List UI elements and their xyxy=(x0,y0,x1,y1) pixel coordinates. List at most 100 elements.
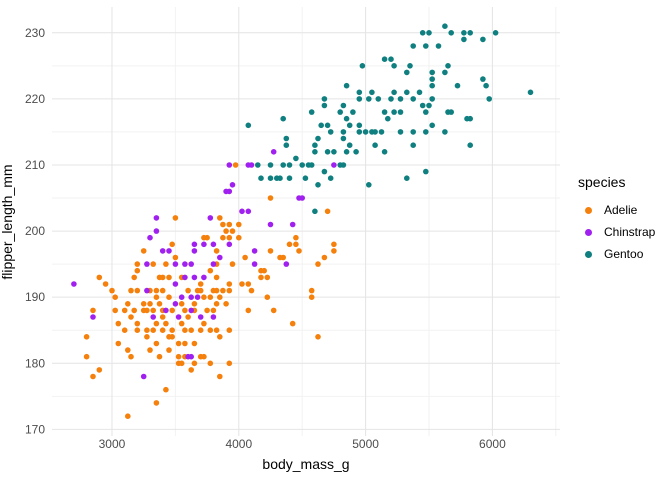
data-point xyxy=(213,301,220,307)
data-point xyxy=(159,314,166,320)
data-point xyxy=(217,215,223,221)
legend-label-adelie: Adelie xyxy=(604,203,638,217)
data-point xyxy=(404,175,410,181)
data-point xyxy=(125,413,131,420)
data-point xyxy=(381,109,388,115)
data-point xyxy=(331,149,337,155)
data-point xyxy=(331,162,337,168)
data-point xyxy=(397,109,404,115)
data-point xyxy=(223,301,229,307)
data-point xyxy=(172,215,179,221)
data-point xyxy=(121,327,128,334)
data-point xyxy=(207,327,214,334)
data-point xyxy=(350,109,356,115)
data-point xyxy=(153,320,160,327)
data-point xyxy=(204,307,210,314)
data-point xyxy=(423,168,429,175)
data-point xyxy=(115,340,122,347)
data-point xyxy=(226,360,233,367)
data-point xyxy=(226,287,233,294)
data-point xyxy=(150,307,156,314)
data-point xyxy=(286,175,293,181)
data-point xyxy=(442,129,448,135)
data-point xyxy=(293,241,299,248)
data-point xyxy=(327,129,334,135)
data-point xyxy=(286,162,293,168)
data-point xyxy=(239,208,245,215)
data-point xyxy=(327,175,334,181)
data-point xyxy=(166,248,172,254)
data-point xyxy=(410,142,417,148)
data-point xyxy=(226,221,233,228)
data-point xyxy=(239,281,245,287)
data-point xyxy=(191,274,198,281)
data-point xyxy=(191,340,198,347)
data-point xyxy=(378,129,385,135)
data-point xyxy=(280,115,287,122)
data-point xyxy=(147,301,153,307)
data-point xyxy=(321,254,328,261)
data-point xyxy=(293,155,299,162)
data-point xyxy=(159,248,166,254)
data-point xyxy=(366,96,372,102)
data-point xyxy=(134,267,141,274)
data-point xyxy=(356,89,363,96)
data-point xyxy=(397,129,404,135)
data-point xyxy=(410,129,417,135)
data-point xyxy=(201,294,207,301)
data-point xyxy=(315,182,321,188)
data-point xyxy=(163,320,169,327)
data-point xyxy=(175,353,182,360)
data-point xyxy=(340,129,347,135)
legend-entry-chinstrap: Chinstrap xyxy=(576,221,655,243)
data-point xyxy=(223,188,229,195)
data-point xyxy=(172,254,179,261)
data-point xyxy=(134,287,141,294)
data-point xyxy=(83,334,90,340)
data-point xyxy=(286,241,293,248)
data-point xyxy=(461,36,467,43)
data-point xyxy=(134,320,141,327)
data-point xyxy=(442,69,448,76)
data-point xyxy=(153,228,160,234)
data-point xyxy=(407,63,413,69)
data-point xyxy=(217,373,223,380)
data-point xyxy=(480,76,486,82)
data-point xyxy=(264,274,271,281)
data-point xyxy=(178,301,185,307)
data-point xyxy=(435,43,442,49)
data-point xyxy=(172,281,179,287)
data-point xyxy=(245,307,252,314)
x-axis-title: body_mass_g xyxy=(262,456,350,472)
data-point xyxy=(197,281,204,287)
data-point xyxy=(159,274,166,281)
data-point xyxy=(236,234,242,241)
data-point xyxy=(283,261,290,267)
data-point xyxy=(331,241,337,248)
data-point xyxy=(144,287,150,294)
data-point xyxy=(188,261,194,267)
data-point xyxy=(153,400,160,406)
data-point xyxy=(280,254,287,261)
data-point xyxy=(423,129,429,135)
data-point xyxy=(191,301,198,307)
data-point xyxy=(156,353,163,360)
data-point xyxy=(372,142,378,148)
data-point xyxy=(312,142,318,148)
data-point xyxy=(375,96,382,102)
data-point xyxy=(397,96,404,102)
data-point xyxy=(318,122,325,129)
data-point xyxy=(419,102,426,109)
data-point xyxy=(144,327,150,334)
data-point xyxy=(178,320,185,327)
data-point xyxy=(166,294,172,301)
data-point xyxy=(188,367,194,373)
data-point xyxy=(178,294,185,301)
data-point xyxy=(188,353,194,360)
data-point xyxy=(163,386,169,393)
data-point xyxy=(147,234,153,241)
data-point xyxy=(131,307,137,314)
data-point xyxy=(258,274,264,281)
data-point xyxy=(150,327,156,334)
data-point xyxy=(388,96,394,102)
